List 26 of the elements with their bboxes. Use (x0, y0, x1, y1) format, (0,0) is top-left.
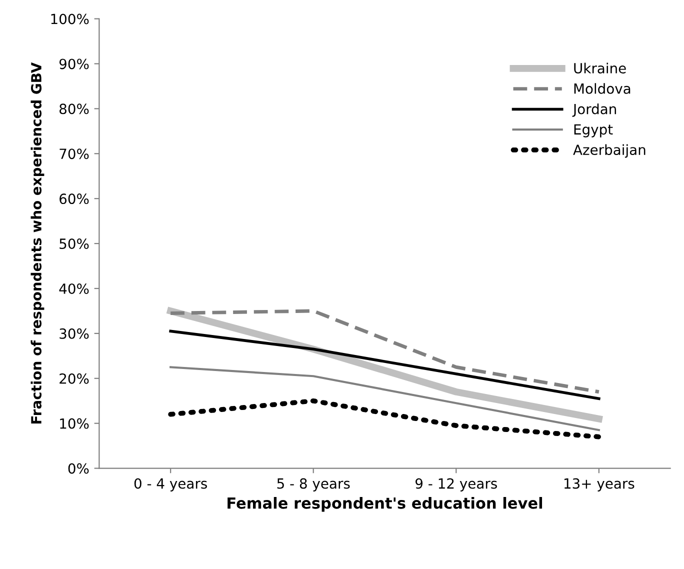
y-tick-label: 60% (60, 194, 89, 204)
y-tick-label: 10% (60, 418, 89, 429)
y-tick-label: 90% (59, 58, 89, 70)
line-series (170, 366, 600, 432)
x-tick-label: 5 - 8 years (277, 478, 350, 492)
y-tick-label: 0% (68, 463, 89, 474)
line-series (169, 330, 600, 400)
line-series (168, 398, 602, 440)
x-tick-label: 9 - 12 years (416, 478, 497, 492)
x-tick-label: 0 - 4 years (134, 478, 207, 492)
y-tick-label: 30% (60, 328, 89, 339)
y-axis-title: Fraction of respondents who experienced GBV (30, 62, 44, 424)
x-tick-label: 13+ years (564, 478, 634, 492)
legend-label: Egypt (574, 124, 613, 138)
y-tick-label: 100% (51, 14, 89, 24)
legend-label: Jordan (572, 104, 616, 117)
y-tick-label: 20% (60, 373, 89, 384)
line-series (168, 309, 601, 394)
legend-label: Azerbaijan (573, 144, 646, 158)
y-tick-label: 80% (60, 104, 89, 114)
legend-label: Moldova (574, 83, 630, 94)
y-tick-label: 50% (60, 238, 89, 250)
y-tick-label: 70% (60, 148, 89, 160)
legend-label: Ukraine (574, 62, 626, 74)
x-axis-title: Female respondent's education level (228, 497, 542, 512)
y-tick-label: 40% (59, 283, 89, 294)
